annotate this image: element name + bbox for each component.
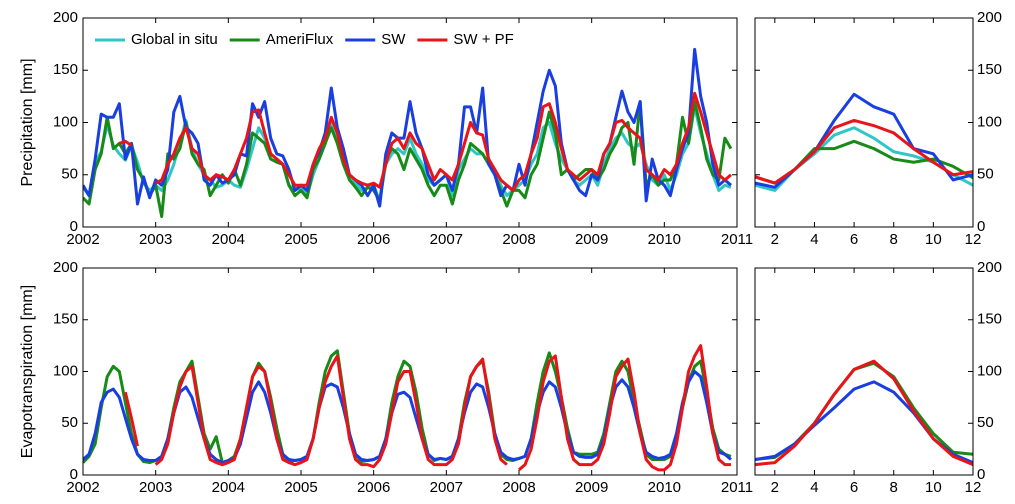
x-tick-label: 2: [771, 231, 779, 248]
legend: Global in situ AmeriFlux SW SW + PF: [95, 31, 514, 48]
x-tick-label: 4: [810, 231, 818, 248]
x-tick-label: 2002: [66, 479, 99, 496]
y-tick-label: 50: [977, 414, 994, 431]
x-tick-label: 2010: [648, 231, 681, 248]
series-line: [83, 370, 732, 465]
x-tick-label: 2002: [66, 231, 99, 248]
series-line: [123, 344, 731, 472]
plot-area: [83, 47, 733, 219]
legend-label: SW + PF: [453, 31, 513, 48]
x-tick-label: 2: [771, 479, 779, 496]
x-tick-label: 6: [850, 479, 858, 496]
series-line: [755, 359, 973, 467]
x-tick-label: 2006: [357, 479, 390, 496]
y-tick-label: 200: [53, 259, 78, 276]
axes-box: [754, 17, 974, 228]
x-tick-label: 2011: [721, 231, 753, 248]
y-tick-label: 200: [977, 259, 1002, 276]
axes-box: [754, 267, 974, 476]
axes-box: [82, 267, 738, 476]
y-tick-label: 150: [977, 61, 1002, 78]
y-tick-label: 0: [977, 466, 985, 483]
x-tick-label: 2008: [502, 479, 535, 496]
x-tick-label: 2008: [502, 231, 535, 248]
legend-label: Global in situ: [131, 31, 218, 48]
y-tick-label: 100: [977, 113, 1002, 130]
axes-box: [82, 17, 738, 228]
x-tick-label: 2003: [139, 479, 172, 496]
x-tick-label: 4: [810, 479, 818, 496]
y-tick-label: 150: [53, 311, 78, 328]
x-tick-label: 12: [965, 479, 982, 496]
y-axis-label: Evapotranspiration [mm]: [19, 285, 36, 458]
x-tick-label: 2005: [284, 231, 317, 248]
x-tick-label: 2009: [575, 479, 608, 496]
plot-area: [755, 92, 973, 192]
x-tick-label: 6: [850, 231, 858, 248]
y-tick-label: 0: [70, 218, 78, 235]
x-tick-label: 2007: [430, 479, 463, 496]
x-tick-label: 12: [965, 231, 982, 248]
x-tick-label: 10: [925, 479, 942, 496]
series-line: [83, 47, 732, 208]
series-line: [118, 91, 732, 192]
x-tick-label: 2011: [721, 479, 753, 496]
series-line: [755, 126, 973, 192]
y-tick-label: 50: [61, 414, 78, 431]
y-tick-label: 50: [977, 166, 994, 183]
y-tick-label: 100: [977, 362, 1002, 379]
x-tick-label: 10: [925, 231, 942, 248]
y-tick-label: 200: [53, 9, 78, 26]
legend-label: SW: [381, 31, 406, 48]
y-tick-label: 50: [61, 166, 78, 183]
x-tick-label: 2003: [139, 231, 172, 248]
y-tick-label: 0: [70, 466, 78, 483]
y-axis-label: Precipitation [mm]: [19, 58, 36, 186]
x-tick-label: 8: [890, 231, 898, 248]
plot-area: [83, 344, 732, 472]
y-tick-label: 150: [53, 61, 78, 78]
x-tick-label: 2010: [648, 479, 681, 496]
x-tick-label: 2004: [212, 479, 245, 496]
legend-label: AmeriFlux: [266, 31, 334, 48]
x-tick-label: 2007: [430, 231, 463, 248]
y-tick-label: 200: [977, 9, 1002, 26]
y-tick-label: 150: [977, 311, 1002, 328]
x-tick-label: 2006: [357, 231, 390, 248]
y-tick-label: 100: [53, 362, 78, 379]
x-tick-label: 2005: [284, 479, 317, 496]
series-line: [755, 118, 973, 185]
plot-area: [755, 359, 973, 467]
x-tick-label: 2004: [212, 231, 245, 248]
x-tick-label: 2009: [575, 231, 608, 248]
x-tick-label: 8: [890, 479, 898, 496]
y-tick-label: 100: [53, 113, 78, 130]
y-tick-label: 0: [977, 218, 985, 235]
